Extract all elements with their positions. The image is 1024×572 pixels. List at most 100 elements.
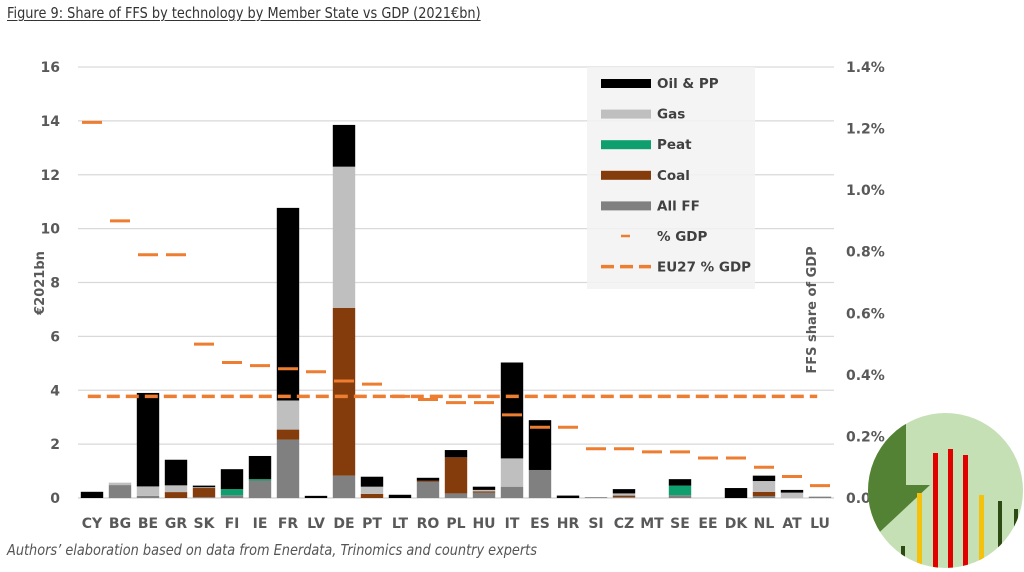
y-axis-right: 0.0%0.2%0.4%0.6%0.8%1.0%1.2%1.4%	[846, 60, 885, 507]
x-tick-label: SE	[670, 516, 690, 532]
y2-axis-label: FFS share of GDP	[805, 246, 820, 373]
y2-tick-label: 1.4%	[846, 60, 885, 76]
bar-oil-pl	[444, 450, 468, 458]
bar-gas-fr	[276, 400, 300, 430]
legend: Oil & PP Gas Peat Coal All FF % GDP EU27 % GDP	[587, 67, 755, 289]
x-tick-label: CY	[82, 516, 103, 532]
bar-gas-hu	[472, 489, 496, 492]
x-tick-label: FR	[278, 516, 299, 532]
x-tick-label: LU	[810, 516, 830, 532]
x-tick-label: GR	[165, 516, 187, 532]
bar-oil-cz	[612, 489, 636, 494]
legend-label: Coal	[657, 168, 690, 184]
legend-label: Peat	[657, 137, 692, 153]
bar-oil-nl	[752, 475, 776, 482]
bar-oil-fi	[220, 469, 244, 490]
bar-coal-fr	[276, 429, 300, 440]
bar-oil-it	[500, 362, 524, 459]
legend-swatch-allff	[601, 201, 651, 211]
y-tick-label: 6	[50, 329, 60, 345]
bar-oil-be	[136, 392, 160, 487]
y-tick-label: 16	[41, 60, 60, 76]
bar-oil-lv	[304, 495, 328, 498]
bar-oil-hu	[472, 486, 496, 490]
bar-coal-pt	[360, 493, 384, 498]
y-axis-left: 0 2 4 6 8 10 12 14 16	[41, 60, 61, 507]
badge-bar	[998, 501, 1002, 568]
bar-allff-es	[528, 469, 552, 498]
x-tick-label: DK	[725, 516, 749, 532]
badge-bar	[948, 449, 953, 568]
gdp-share-markers	[82, 120, 830, 488]
y-tick-label: 14	[41, 114, 61, 130]
bar-gas-de	[332, 166, 356, 308]
bar-allff-fr	[276, 439, 300, 498]
bar-allff-ro	[416, 481, 440, 498]
badge-bar	[963, 455, 968, 568]
bar-oil-ro	[416, 477, 440, 481]
chart-badge-icon	[868, 413, 1023, 568]
y-tick-label: 0	[50, 491, 60, 507]
x-tick-label: CZ	[614, 516, 634, 532]
bar-gas-sk	[192, 487, 216, 489]
bar-oil-hr	[556, 495, 580, 498]
bar-allff-sk	[192, 497, 216, 498]
x-tick-label: BG	[109, 516, 131, 532]
bar-gas-pt	[360, 486, 384, 494]
bar-peat-ie	[248, 479, 272, 481]
x-tick-label: MT	[640, 516, 664, 532]
bar-coal-sk	[192, 487, 216, 498]
y2-tick-label: 1.2%	[846, 122, 885, 138]
x-tick-label: IT	[505, 516, 520, 532]
bar-oil-fr	[276, 207, 300, 401]
bar-allff-de	[332, 475, 356, 498]
badge-arrow-shape	[868, 423, 930, 543]
x-tick-label: FI	[225, 516, 240, 532]
y-axis-label: €2021bn	[33, 251, 48, 316]
bar-allff-bg	[108, 485, 132, 498]
x-tick-label: EE	[698, 516, 717, 532]
y2-tick-label: 0.6%	[846, 306, 885, 322]
bar-coal-hu	[472, 491, 496, 493]
bar-coal-ro	[416, 480, 440, 482]
bar-oil-de	[332, 124, 356, 167]
bar-allff-si	[584, 497, 608, 498]
bar-oil-at	[780, 489, 804, 493]
bar-coal-cz	[612, 495, 636, 498]
x-tick-label: DE	[333, 516, 354, 532]
badge-bar	[979, 495, 984, 568]
bar-oil-ie	[248, 455, 272, 480]
bar-allff-se	[668, 495, 692, 498]
bars	[80, 124, 832, 498]
bar-gas-cz	[612, 493, 636, 496]
bar-gas-bg	[108, 482, 132, 486]
legend-label: EU27 % GDP	[657, 260, 751, 276]
x-tick-label: LV	[307, 516, 325, 532]
bar-allff-cz	[612, 497, 636, 498]
bar-gas-be	[136, 486, 160, 496]
bar-peat-se	[668, 485, 692, 496]
x-tick-label: BE	[138, 516, 158, 532]
y-tick-label: 4	[50, 383, 60, 399]
legend-label: Oil & PP	[657, 76, 719, 92]
bar-coal-nl	[752, 491, 776, 497]
bar-oil-dk	[724, 488, 748, 498]
x-tick-label: HU	[472, 516, 495, 532]
bar-gas-nl	[752, 481, 776, 492]
y2-tick-label: 0.4%	[846, 368, 885, 384]
x-tick-label: LT	[392, 516, 409, 532]
legend-label: % GDP	[657, 229, 708, 245]
bar-oil-lt	[388, 494, 412, 498]
legend-swatch-peat	[601, 140, 651, 150]
legend-swatch-coal	[601, 170, 651, 180]
x-tick-label: ES	[530, 516, 550, 532]
x-axis: CY BG BE GR SK FI IE FR LV DE PT LT RO PL HU IT ES HR SI CZ…	[82, 516, 830, 532]
badge-bar	[917, 493, 922, 568]
badge-bar	[933, 453, 938, 568]
footnote: Authors’ elaboration based on data from …	[7, 541, 537, 559]
bar-allff-pl	[444, 493, 468, 498]
x-tick-label: PL	[446, 516, 465, 532]
bar-coal-pl	[444, 457, 468, 494]
figure-title: Figure 9: Share of FFS by technology by …	[7, 4, 481, 22]
